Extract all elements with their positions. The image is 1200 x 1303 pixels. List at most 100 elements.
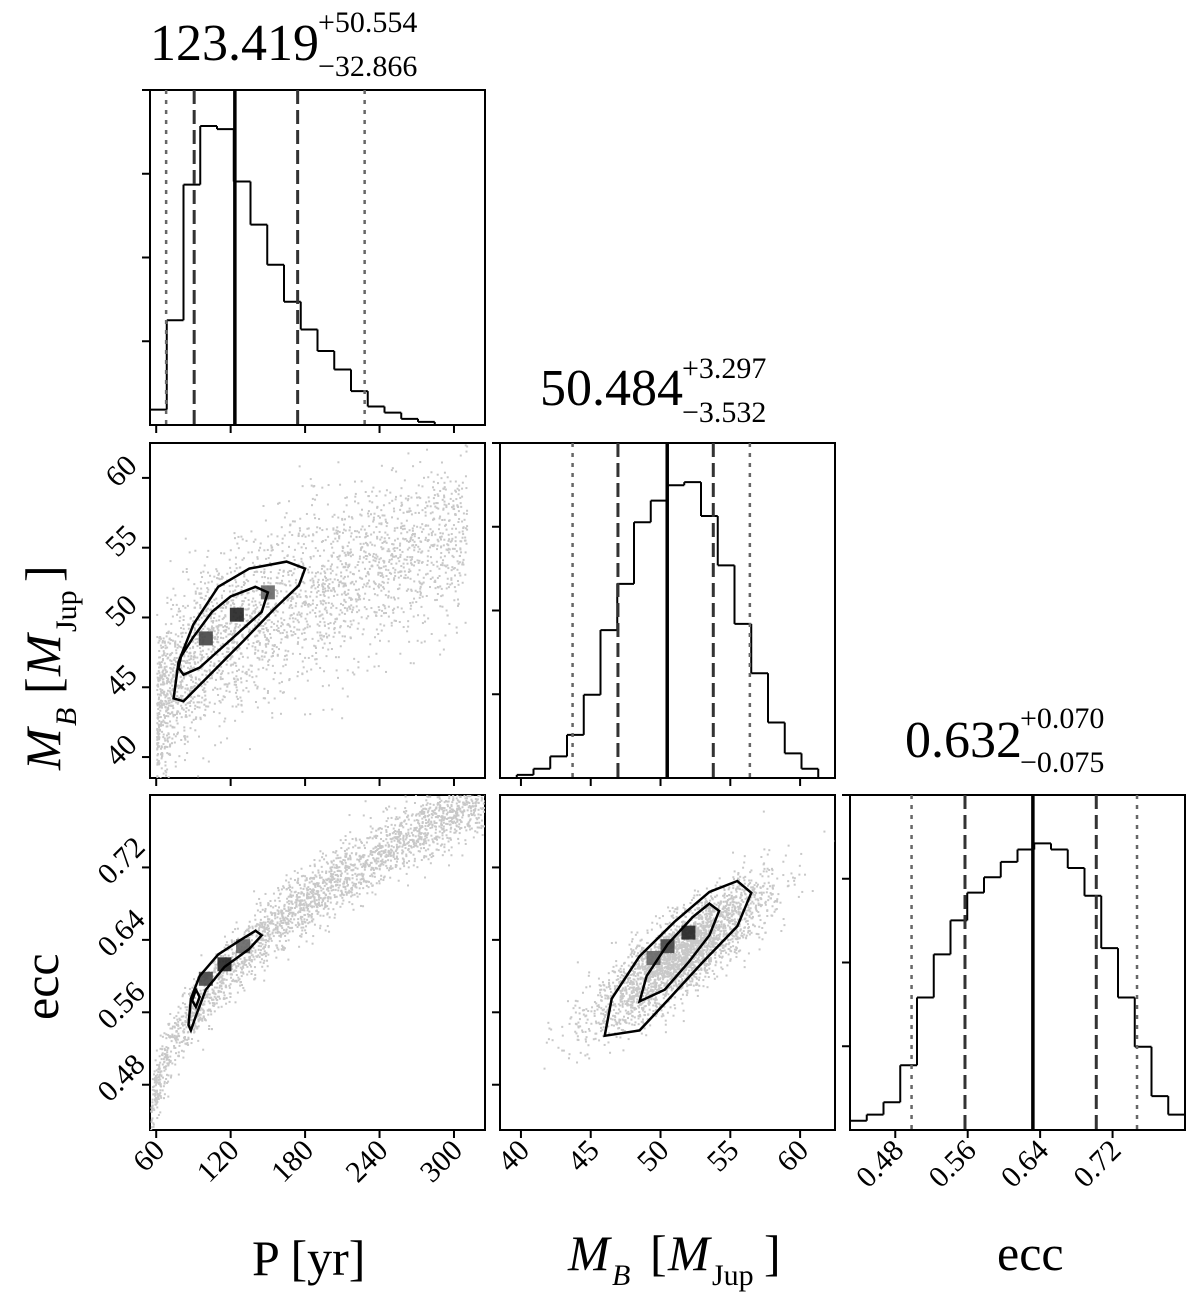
scatter-point (289, 524, 292, 527)
scatter-point (266, 619, 269, 622)
scatter-point (169, 1013, 172, 1016)
scatter-point (175, 1023, 178, 1026)
scatter-point (380, 614, 383, 617)
scatter-point (357, 846, 360, 849)
scatter-point (404, 574, 407, 577)
scatter-point (171, 651, 174, 654)
scatter-point (446, 476, 449, 479)
scatter-point (220, 990, 223, 993)
scatter-point (157, 1082, 160, 1085)
scatter-point (187, 673, 190, 676)
scatter-point (217, 572, 220, 575)
scatter-point (233, 629, 236, 632)
scatter-point (384, 807, 387, 810)
scatter-point (358, 555, 361, 558)
scatter-point (285, 654, 288, 657)
scatter-point (428, 500, 431, 503)
scatter-point (163, 702, 166, 705)
scatter-point (464, 539, 467, 542)
scatter-point (165, 682, 168, 685)
scatter-point (319, 620, 322, 623)
scatter-point (229, 996, 232, 999)
scatter-point (464, 788, 466, 790)
scatter-point (453, 547, 456, 550)
scatter-point (386, 834, 389, 837)
scatter-point (478, 795, 481, 796)
scatter-point (257, 954, 260, 957)
scatter-point (241, 971, 244, 974)
scatter-point (421, 485, 424, 488)
scatter-point (158, 1093, 161, 1096)
scatter-point (397, 832, 400, 835)
scatter-point (383, 540, 386, 543)
scatter-point (199, 659, 202, 662)
scatter-point (163, 690, 166, 693)
scatter-point (273, 697, 276, 700)
scatter-point (406, 531, 409, 534)
scatter-point (245, 578, 248, 581)
scatter-point (313, 859, 316, 862)
scatter-point (199, 606, 202, 609)
scatter-point (194, 681, 197, 684)
scatter-point (301, 672, 304, 675)
scatter-point (383, 514, 386, 517)
scatter-point (167, 641, 170, 644)
scatter-point (164, 644, 167, 647)
scatter-point (193, 599, 196, 602)
scatter-point (282, 575, 285, 578)
scatter-point (285, 879, 288, 882)
scatter-point (369, 816, 372, 819)
scatter-point (323, 621, 326, 624)
scatter-point (373, 581, 376, 584)
scatter-point (438, 517, 441, 520)
scatter-point (333, 513, 336, 516)
scatter-point (182, 619, 185, 622)
scatter-point (351, 888, 354, 891)
scatter-point (354, 884, 357, 887)
scatter-point (272, 935, 275, 938)
scatter-point (324, 587, 327, 590)
scatter-point (163, 716, 166, 719)
scatter-point (428, 814, 431, 817)
scatter-point (161, 654, 164, 657)
scatter-point (480, 819, 483, 822)
scatter-point (354, 598, 357, 601)
scatter-point (187, 578, 190, 581)
scatter-point (445, 548, 448, 551)
scatter-point (243, 582, 246, 585)
scatter-point (209, 574, 212, 577)
scatter-point (278, 648, 281, 651)
scatter-point (207, 1009, 210, 1012)
scatter-point (190, 699, 193, 702)
scatter-point (307, 603, 310, 606)
scatter-point (350, 623, 353, 626)
scatter-point (176, 1035, 179, 1038)
scatter-point (407, 831, 410, 834)
scatter-point (226, 944, 229, 947)
scatter-point (319, 631, 322, 634)
scatter-point (253, 966, 256, 969)
scatter-point (410, 588, 413, 591)
scatter-point (294, 581, 297, 584)
scatter-point (424, 819, 427, 822)
scatter-point (418, 596, 421, 599)
scatter-point (323, 897, 326, 900)
scatter-point (416, 525, 419, 528)
scatter-point (159, 675, 162, 678)
scatter-point (388, 571, 391, 574)
scatter-point (326, 878, 329, 881)
scatter-point (398, 587, 401, 590)
scatter-point (211, 605, 214, 608)
scatter-point (368, 560, 371, 563)
scatter-point (454, 489, 457, 492)
scatter-point (335, 857, 338, 860)
scatter-point (401, 503, 404, 506)
scatter-point (233, 980, 236, 983)
scatter-point (393, 571, 396, 574)
scatter-point (346, 695, 349, 698)
scatter-point (446, 564, 449, 567)
scatter-point (358, 596, 361, 599)
scatter-point (354, 883, 357, 886)
scatter-point (241, 670, 244, 673)
scatter-point (412, 839, 415, 842)
